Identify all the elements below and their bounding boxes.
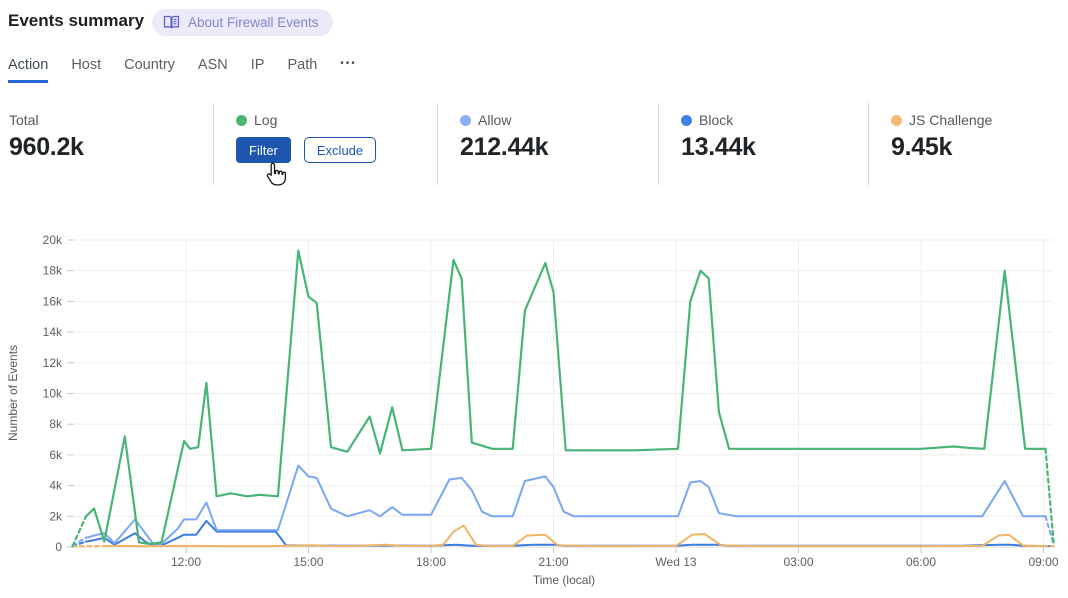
tabs-more-button[interactable]: ••• (340, 58, 357, 69)
stat-header-total: Total (9, 112, 213, 128)
dimension-tabs: Action Host Country ASN IP Path ••• (8, 57, 357, 83)
x-tick-label: 06:00 (906, 555, 936, 569)
series-log-dashed-start (71, 515, 88, 548)
series-log-line (84, 249, 1047, 545)
js-challenge-legend-dot (891, 114, 902, 126)
x-tick-label: 12:00 (171, 555, 201, 569)
stat-column-log: Log Filter Exclude (213, 103, 437, 185)
x-tick-label: 18:00 (416, 555, 446, 569)
x-tick-label: 15:00 (293, 555, 323, 569)
stat-header-block: Block (681, 112, 868, 128)
y-tick-label: 14k (43, 325, 63, 339)
stat-header-js-challenge: JS Challenge (891, 112, 1068, 128)
exclude-button[interactable]: Exclude (303, 137, 377, 163)
stat-column-js-challenge: JS Challenge 9.45k (868, 103, 1068, 185)
allow-legend-dot (460, 114, 471, 126)
x-tick-label: Wed 13 (655, 555, 696, 569)
events-chart[interactable]: Number of Events 0 2k 4k 6k 8k 10k 12k 14k 16k 18… (0, 225, 1068, 598)
x-tick-label: 21:00 (538, 555, 568, 569)
stat-value-block: 13.44k (681, 133, 756, 161)
stat-header-allow: Allow (460, 112, 658, 128)
x-axis-title: Time (local) (533, 573, 595, 587)
log-legend-dot (236, 114, 247, 126)
stat-value-allow: 212.44k (460, 133, 549, 161)
y-tick-label: 8k (49, 417, 63, 431)
series-js-challenge-line (103, 524, 1045, 548)
stat-label: Allow (478, 112, 512, 128)
stat-label: Log (254, 112, 278, 128)
tab-ip[interactable]: IP (250, 57, 265, 73)
y-tick-label: 4k (49, 479, 63, 493)
y-tick-label: 20k (43, 233, 63, 247)
block-legend-dot (681, 114, 692, 126)
y-tick-label: 10k (43, 387, 63, 401)
stat-column-total: Total 960.2k (0, 103, 213, 185)
filter-button[interactable]: Filter (236, 137, 291, 163)
page-title: Events summary (8, 11, 145, 30)
stat-label: Block (699, 112, 734, 128)
tab-path[interactable]: Path (287, 57, 318, 73)
stat-column-block: Block 13.44k (658, 103, 868, 185)
tab-asn[interactable]: ASN (197, 57, 228, 73)
x-tick-label: 03:00 (783, 555, 813, 569)
stat-label: Total (9, 112, 39, 128)
series-allow-dashed-start (71, 536, 87, 547)
stat-label: JS Challenge (909, 112, 993, 128)
tab-country[interactable]: Country (124, 57, 175, 73)
y-tick-label: 0 (55, 540, 62, 554)
y-tick-label: 16k (43, 294, 63, 308)
y-axis-title: Number of Events (6, 345, 20, 441)
stats-row: Total 960.2k Log Filter Exclude Allow 212.44k B… (0, 100, 1068, 188)
stat-actions-log: Filter Exclude (236, 137, 437, 163)
y-tick-label: 18k (43, 264, 63, 278)
series-log-dashed-end (1044, 447, 1055, 545)
y-tick-label: 2k (49, 509, 63, 523)
y-tick-label: 6k (49, 448, 63, 462)
stat-column-allow: Allow 212.44k (437, 103, 658, 185)
series-allow-line (85, 464, 1047, 545)
badge-label: About Firewall Events (188, 15, 319, 30)
stat-header-log: Log (236, 112, 437, 128)
book-icon (163, 15, 180, 30)
stat-value-js-challenge: 9.45k (891, 133, 953, 161)
tab-action[interactable]: Action (8, 57, 49, 83)
about-firewall-events-badge[interactable]: About Firewall Events (152, 9, 333, 36)
stat-value-total: 960.2k (9, 133, 84, 161)
x-tick-label: 09:00 (1028, 555, 1058, 569)
tab-host[interactable]: Host (71, 57, 102, 73)
y-tick-label: 12k (43, 356, 63, 370)
